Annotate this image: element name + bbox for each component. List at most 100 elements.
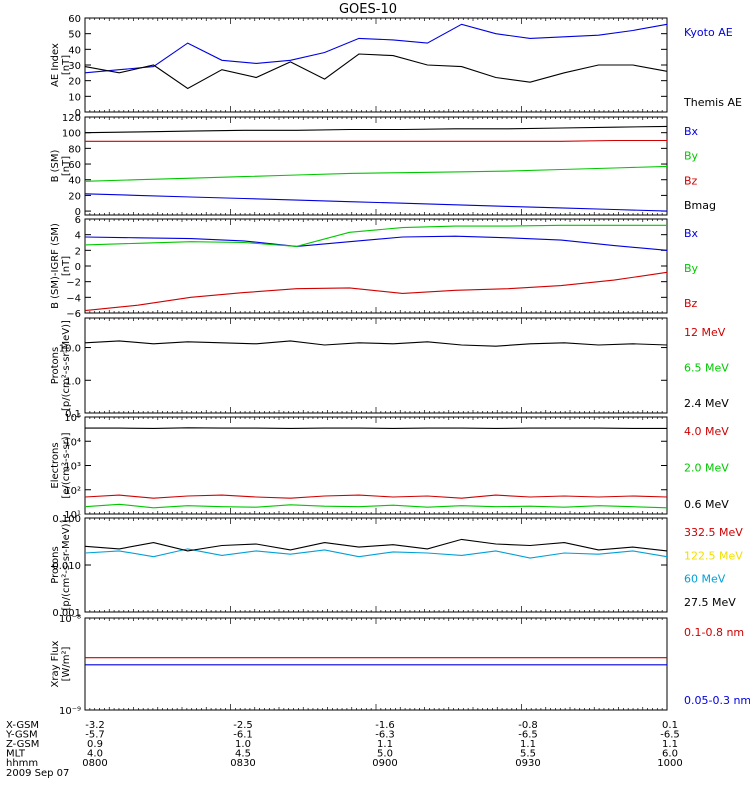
y-tick-label: 30 (68, 61, 81, 72)
figure-title: GOES-10 (339, 2, 397, 17)
y-tick-label: 1.0 (65, 376, 81, 387)
footer-value: 1.1 (377, 739, 393, 750)
panel-frame (84, 17, 668, 113)
legend-label: 2.0 MeV (684, 462, 729, 475)
panel-frame (84, 218, 668, 314)
series-line-bmag (84, 125, 668, 134)
footer-value: -5.7 (85, 730, 105, 741)
footer-value: -6.5 (660, 730, 680, 741)
y-axis-label: [W/m²] (61, 646, 72, 681)
legend-label: Bmag (684, 199, 716, 212)
footer-label: Z-GSM (6, 739, 39, 750)
footer-value: 0.9 (87, 739, 103, 750)
y-tick-label: 20 (68, 77, 81, 88)
footer-label: Y-GSM (5, 730, 38, 741)
y-tick-label: 10⁻⁸ (59, 614, 81, 625)
legend-label: 27.5 MeV (684, 596, 736, 609)
panel-electrons: 10¹ 10² 10³ 10⁴ 10⁵ Electrons [e/(cm²-s-sr)] 4.… (50, 413, 729, 521)
footer-value: 1.1 (520, 739, 536, 750)
y-axis-label: [nT] (61, 156, 72, 176)
y-axis-label: B (SM) (50, 149, 61, 182)
legend-label: Bx (684, 227, 699, 240)
footer-value: -6.5 (518, 730, 538, 741)
y-tick-label: 50 (68, 30, 81, 41)
y-tick-label: 10⁵ (64, 413, 81, 424)
footer-value: 6.0 (662, 749, 678, 760)
y-tick-label: 10 (68, 92, 81, 103)
footer-value: 5.5 (520, 749, 536, 760)
y-tick-label: 10³ (64, 462, 81, 473)
footer-value: 0.1 (662, 720, 678, 731)
panel-protons2: 0.001 0.010 0.100 Protons [p/(cm²-s-sr-MeV)]… (50, 514, 743, 619)
series-line-by (84, 224, 667, 247)
y-tick-label: −6 (66, 309, 81, 320)
footer-label: hhmm (6, 758, 38, 769)
y-tick-label: 10⁻⁹ (59, 706, 81, 717)
panel-xray: 10⁻⁹ 10⁻⁸ Xray Flux [W/m²] 0.1-0.8 nm 0.05-0.… (50, 614, 750, 717)
legend-label: 60 MeV (684, 573, 726, 586)
footer-value: -6.1 (233, 730, 253, 741)
y-tick-label: 0 (75, 108, 81, 119)
series-line-60-mev (84, 548, 668, 559)
series-line-0-6-mev (85, 427, 667, 429)
y-axis-label: [p/(cm²-s-sr-MeV)] (61, 320, 72, 411)
y-axis-label: B (SM)-IGRF (SM) (50, 223, 61, 309)
legend-label: Bz (684, 174, 698, 187)
legend-label: Kyoto AE (684, 26, 733, 39)
panel-ae: 0 10 20 30 40 50 60 AE Index [nT] Kyoto AE Themis … (50, 14, 742, 119)
footer-value: 1.1 (662, 739, 678, 750)
footer-label: MLT (6, 749, 26, 760)
footer-value: 0800 (82, 758, 107, 769)
y-axis-label: Xray Flux (50, 640, 61, 687)
legend-label: By (684, 150, 699, 163)
footer-value: 1000 (657, 758, 682, 769)
series-line-2-0-mev (84, 503, 668, 509)
y-tick-label: 2 (75, 246, 81, 257)
legend-label: Themis AE (683, 96, 742, 109)
y-tick-label: 20 (68, 191, 81, 202)
y-axis-label: [nT] (61, 55, 72, 75)
series-line-themis-ae (84, 53, 668, 90)
footer-value: 5.0 (377, 749, 393, 760)
y-tick-label: 10⁴ (64, 437, 81, 448)
y-axis-label: Electrons (50, 442, 61, 488)
y-tick-label: 40 (68, 176, 81, 187)
footer-value: 4.0 (87, 749, 103, 760)
footer-value: -0.8 (518, 720, 538, 731)
series-line-bx (84, 193, 668, 212)
y-axis-label: [p/(cm²-s-sr-MeV)] (61, 519, 72, 610)
y-tick-label: 4 (75, 231, 81, 242)
y-tick-label: 120 (62, 113, 81, 124)
y-axis-label: AE Index (50, 43, 61, 87)
footer-value: 1.0 (235, 739, 251, 750)
panel-bdiff: −6 −4 −2 0 2 4 6 B (SM)-IGRF (SM) [nT] Bx By Bz (50, 215, 699, 320)
y-tick-label: 60 (68, 160, 81, 171)
series-line-2-4-mev (84, 340, 668, 347)
y-axis-label: [nT] (61, 256, 72, 276)
y-tick-label: 0 (75, 262, 81, 273)
y-tick-label: −2 (66, 278, 81, 289)
series-line-kyoto-ae (84, 23, 668, 74)
series-line-bz (84, 271, 668, 312)
y-tick-label: 10¹ (64, 510, 81, 521)
legend-label: 0.05-0.3 nm (684, 694, 750, 707)
y-tick-label: 0 (75, 207, 81, 218)
y-axis-label: Protons (50, 347, 61, 384)
y-tick-label: 0.1 (65, 409, 81, 420)
legend-label: 122.5 MeV (684, 549, 743, 562)
footer-value: -6.3 (375, 730, 395, 741)
footer-value: -3.2 (85, 720, 105, 731)
y-tick-label: 0.100 (52, 514, 81, 525)
y-tick-label: 40 (68, 45, 81, 56)
footer-value: 0830 (230, 758, 255, 769)
panel-frame (84, 416, 668, 515)
y-tick-label: 0.010 (52, 561, 81, 572)
y-tick-label: −4 (66, 293, 81, 304)
legend-label: 332.5 MeV (684, 526, 743, 539)
legend-label: Bz (684, 297, 698, 310)
y-tick-label: 60 (68, 14, 81, 25)
series-line-bz (85, 139, 667, 142)
